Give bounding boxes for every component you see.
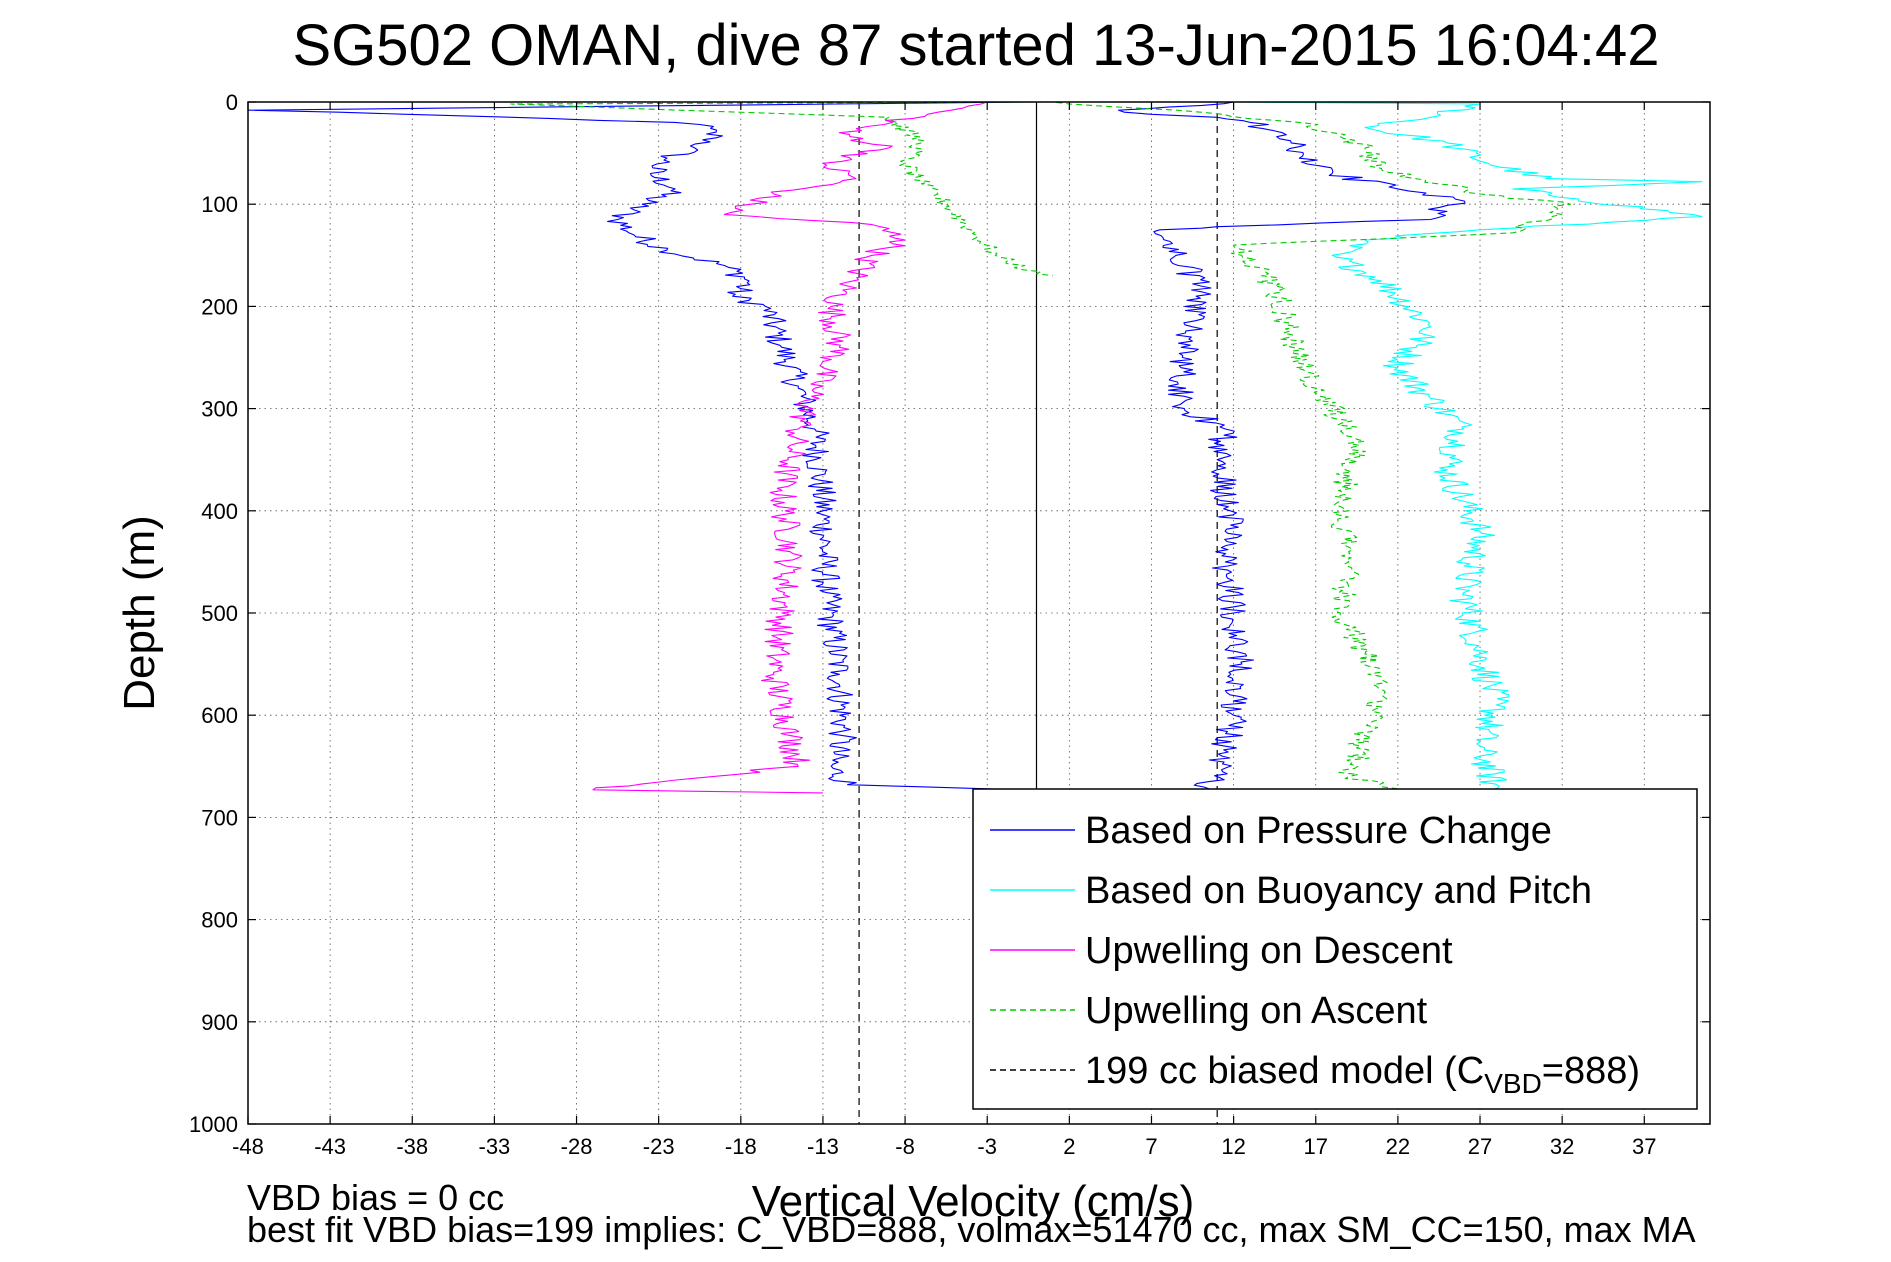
legend-label: Upwelling on Ascent (1085, 990, 1428, 1032)
x-tick-label: 17 (1304, 1134, 1328, 1159)
reference-lines (858, 102, 1218, 1124)
x-tick-label: 7 (1145, 1134, 1157, 1159)
chart-title: SG502 OMAN, dive 87 started 13-Jun-2015 … (292, 13, 1659, 78)
y-tick-label: 800 (201, 908, 238, 933)
y-tick-label: 700 (201, 805, 238, 830)
y-tick-label: 100 (201, 192, 238, 217)
x-tick-label: -8 (895, 1134, 915, 1159)
x-tick-label: -43 (314, 1134, 346, 1159)
x-tick-label: 32 (1550, 1134, 1574, 1159)
best-fit-note: best fit VBD bias=199 implies: C_VBD=888… (247, 1209, 1696, 1250)
x-tick-label: -13 (807, 1134, 839, 1159)
legend-label: 199 cc biased model (CVBD=888) (1085, 1050, 1640, 1099)
series-line (592, 101, 988, 794)
x-tick-label: -33 (479, 1134, 511, 1159)
y-tick-label: 600 (201, 703, 238, 728)
x-tick-label: 2 (1063, 1134, 1075, 1159)
legend-label: Upwelling on Descent (1085, 930, 1453, 972)
y-tick-label: 1000 (189, 1112, 238, 1137)
y-tick-label: 500 (201, 601, 238, 626)
axis-ticks: -48 -43 -38 -33 -28 -23 -18 -13 -8 -3 2 7 12 17 22 27 32… (189, 90, 1710, 1159)
y-axis-label: Depth (m) (115, 515, 164, 711)
x-axis-label: Vertical Velocity (cm/s) (752, 1177, 1195, 1226)
series-line (247, 101, 1037, 792)
series-line (1052, 101, 1571, 790)
series-line (1118, 101, 1466, 790)
legend: Based on Pressure Change Based on Buoyanc… (972, 788, 1698, 1110)
y-tick-label: 400 (201, 499, 238, 524)
x-tick-label: -18 (725, 1134, 757, 1159)
data-series (247, 101, 1703, 808)
series-line (510, 101, 1053, 277)
legend-label: Based on Buoyancy and Pitch (1085, 870, 1592, 912)
x-tick-label: -3 (977, 1134, 997, 1159)
y-tick-label: 900 (201, 1010, 238, 1035)
x-tick-label: -23 (643, 1134, 675, 1159)
legend-box (972, 788, 1698, 1110)
series-line (1233, 101, 1703, 808)
x-tick-label: 37 (1632, 1134, 1656, 1159)
x-tick-label: 27 (1468, 1134, 1492, 1159)
x-tick-label: 12 (1221, 1134, 1245, 1159)
x-tick-label: 22 (1386, 1134, 1410, 1159)
vbd-bias-note: VBD bias = 0 cc (247, 1177, 504, 1218)
x-tick-label: -28 (561, 1134, 593, 1159)
x-tick-label: -38 (396, 1134, 428, 1159)
x-tick-label: -48 (232, 1134, 264, 1159)
y-tick-label: 0 (226, 90, 238, 115)
y-tick-label: 300 (201, 397, 238, 422)
legend-label: Based on Pressure Change (1085, 810, 1552, 852)
y-tick-label: 200 (201, 294, 238, 319)
